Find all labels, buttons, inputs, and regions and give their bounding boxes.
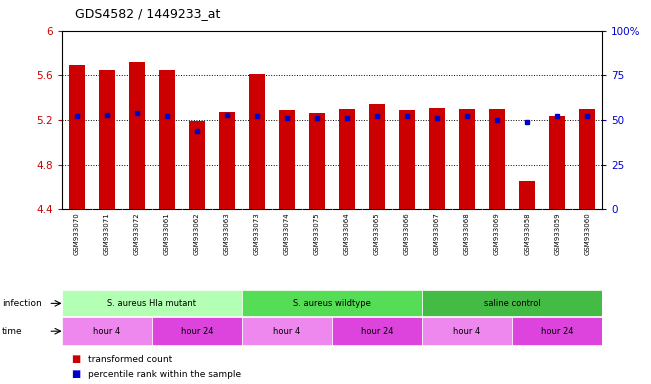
Bar [152, 317, 242, 345]
Text: GSM933063: GSM933063 [224, 212, 230, 255]
Bar [399, 110, 415, 209]
Text: S. aureus wildtype: S. aureus wildtype [293, 299, 371, 308]
Bar [62, 317, 152, 345]
Text: hour 4: hour 4 [93, 327, 120, 336]
Bar [512, 317, 602, 345]
Text: GSM933073: GSM933073 [254, 212, 260, 255]
Text: time: time [2, 327, 23, 336]
Bar [339, 109, 355, 209]
Text: S. aureus Hla mutant: S. aureus Hla mutant [107, 299, 197, 308]
Bar [489, 109, 505, 209]
Bar [242, 290, 422, 316]
Bar [332, 317, 422, 345]
Text: GSM933066: GSM933066 [404, 212, 410, 255]
Bar [309, 113, 326, 209]
Bar [62, 290, 242, 316]
Text: GSM933070: GSM933070 [74, 212, 80, 255]
Text: GSM933060: GSM933060 [584, 212, 590, 255]
Text: GSM933062: GSM933062 [194, 212, 200, 255]
Text: transformed count: transformed count [88, 354, 172, 364]
Text: GSM933074: GSM933074 [284, 212, 290, 255]
Text: infection: infection [2, 299, 42, 308]
Text: GSM933065: GSM933065 [374, 212, 380, 255]
Bar [98, 70, 115, 209]
Bar [459, 109, 475, 209]
Text: GSM933061: GSM933061 [164, 212, 170, 255]
Bar [249, 74, 265, 209]
Bar [519, 181, 535, 209]
Text: GSM933068: GSM933068 [464, 212, 470, 255]
Bar [129, 62, 145, 209]
Bar [68, 65, 85, 209]
Text: ■: ■ [72, 354, 81, 364]
Text: percentile rank within the sample: percentile rank within the sample [88, 370, 241, 379]
Bar [279, 110, 296, 209]
Text: saline control: saline control [484, 299, 540, 308]
Bar [429, 108, 445, 209]
Bar [219, 112, 235, 209]
Text: GSM933058: GSM933058 [524, 212, 530, 255]
Text: GSM933071: GSM933071 [104, 212, 110, 255]
Text: GSM933075: GSM933075 [314, 212, 320, 255]
Bar [422, 317, 512, 345]
Text: GSM933067: GSM933067 [434, 212, 440, 255]
Text: hour 24: hour 24 [541, 327, 574, 336]
Text: hour 24: hour 24 [361, 327, 393, 336]
Bar [189, 121, 205, 209]
Text: GSM933059: GSM933059 [554, 212, 560, 255]
Text: GSM933072: GSM933072 [134, 212, 140, 255]
Bar [422, 290, 602, 316]
Text: hour 4: hour 4 [454, 327, 480, 336]
Bar [579, 109, 596, 209]
Bar [368, 104, 385, 209]
Text: GSM933064: GSM933064 [344, 212, 350, 255]
Bar [242, 317, 332, 345]
Text: hour 24: hour 24 [181, 327, 213, 336]
Text: hour 4: hour 4 [273, 327, 301, 336]
Text: ■: ■ [72, 369, 81, 379]
Bar [159, 70, 175, 209]
Bar [549, 116, 566, 209]
Text: GDS4582 / 1449233_at: GDS4582 / 1449233_at [75, 7, 220, 20]
Text: GSM933069: GSM933069 [494, 212, 500, 255]
